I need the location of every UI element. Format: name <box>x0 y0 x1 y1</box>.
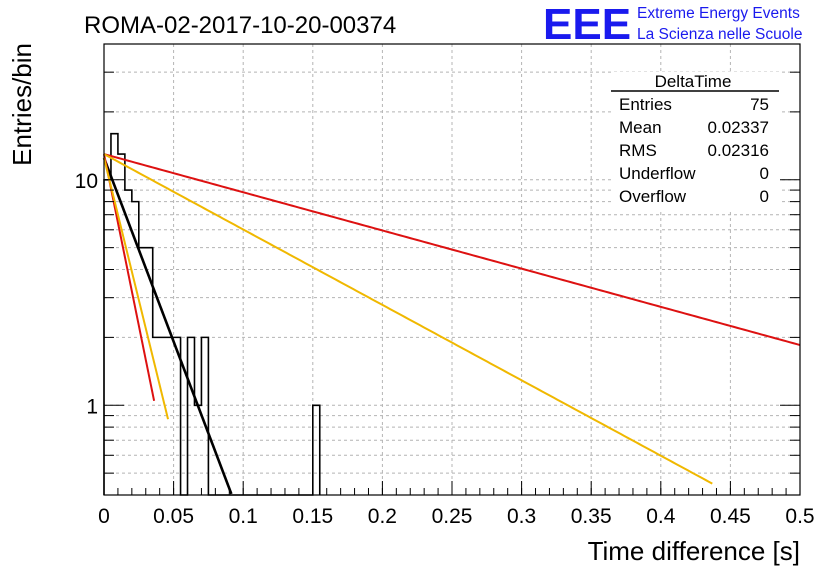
x-tick-label: 0.2 <box>368 505 397 528</box>
y-tick-label: 10 <box>75 170 98 193</box>
x-tick-label: 0.45 <box>710 505 751 528</box>
fit-curve-black <box>102 157 233 495</box>
histogram-bin <box>139 248 146 495</box>
histogram-bin <box>313 405 320 495</box>
stats-value-mean: 0.02337 <box>708 118 769 137</box>
stats-value-underflow: 0 <box>760 164 769 183</box>
x-tick-label: 0.25 <box>432 505 473 528</box>
stats-label-mean: Mean <box>619 118 662 137</box>
x-tick-label: 0.4 <box>646 505 676 528</box>
logo-wordmark: EEE <box>543 0 631 49</box>
logo-line-1: Extreme Energy Events <box>637 5 800 22</box>
stats-label-entries: Entries <box>619 95 672 114</box>
stats-label-overflow: Overflow <box>619 187 687 206</box>
axis-ticks <box>103 43 801 496</box>
histogram-bin <box>174 337 181 495</box>
x-tick-label: 0.3 <box>507 505 536 528</box>
histogram-bin <box>160 337 167 495</box>
x-tick-label: 0.5 <box>785 505 814 528</box>
fit-curve-red <box>103 153 801 347</box>
x-axis-label: Time difference [s] <box>588 536 800 566</box>
fit-curve-orange <box>103 153 713 485</box>
x-tick-label: 0.1 <box>229 505 258 528</box>
chart-title: ROMA-02-2017-10-20-00374 <box>84 12 396 39</box>
stats-label-rms: RMS <box>619 141 657 160</box>
y-axis-label: Entries/bin <box>7 43 37 166</box>
x-tick-label: 0 <box>98 505 110 528</box>
stats-value-rms: 0.02316 <box>708 141 769 160</box>
stats-value-entries: 75 <box>750 95 769 114</box>
stats-value-overflow: 0 <box>760 187 769 206</box>
stats-label-underflow: Underflow <box>619 164 696 183</box>
x-tick-label: 0.35 <box>571 505 612 528</box>
x-tick-label: 0.05 <box>153 505 194 528</box>
histogram-bin <box>194 405 201 495</box>
fit-curve-orange <box>103 157 170 420</box>
stats-box-title: DeltaTime <box>655 72 732 91</box>
stats-box-background <box>611 72 779 212</box>
histogram-bin <box>188 337 195 495</box>
logo-line-2: La Scienza nelle Scuole <box>637 26 802 43</box>
y-tick-label: 1 <box>86 395 98 418</box>
histogram-bin <box>125 190 132 495</box>
fit-curves-layer <box>102 153 801 495</box>
tick-labels: 0 0.05 0.1 0.15 0.2 0.25 0.3 0.35 0.4 0.45 0.5 1 10 <box>75 170 815 528</box>
grid-layer <box>104 44 800 495</box>
x-tick-label: 0.15 <box>292 505 333 528</box>
stats-box: DeltaTime Entries 75 Mean 0.02337 RMS 0.… <box>611 72 779 212</box>
